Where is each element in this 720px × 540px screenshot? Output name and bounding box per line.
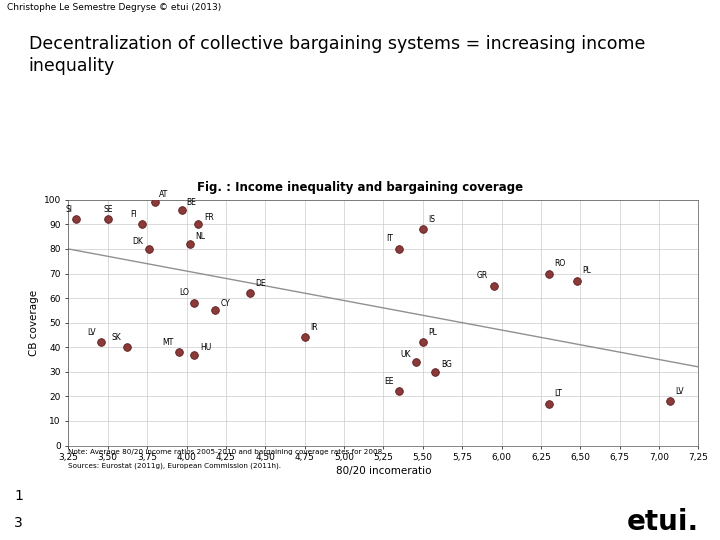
Text: IT: IT xyxy=(387,234,394,244)
Text: NL: NL xyxy=(195,232,205,241)
Text: DE: DE xyxy=(255,279,266,288)
Text: Decentralization of collective bargaining systems = increasing income
inequality: Decentralization of collective bargainin… xyxy=(29,35,645,75)
Text: Note: Average 80/20 income ratios 2005-2010 and bargaining coverage rates for 20: Note: Average 80/20 income ratios 2005-2… xyxy=(68,449,385,455)
Text: LO: LO xyxy=(179,288,189,298)
Text: PL: PL xyxy=(582,266,592,275)
Text: BE: BE xyxy=(186,198,196,207)
Text: IR: IR xyxy=(310,323,318,332)
Text: GR: GR xyxy=(477,271,488,280)
Text: UK: UK xyxy=(400,350,411,359)
Text: BG: BG xyxy=(441,360,452,369)
Text: 3: 3 xyxy=(14,516,23,530)
Text: Sources: Eurostat (2011g), European Commission (2011h).: Sources: Eurostat (2011g), European Comm… xyxy=(68,463,282,469)
Text: HU: HU xyxy=(200,343,211,352)
Text: LT: LT xyxy=(554,389,562,398)
Text: EE: EE xyxy=(384,377,394,386)
Text: RO: RO xyxy=(554,259,566,268)
Text: SI: SI xyxy=(65,205,72,214)
Text: MT: MT xyxy=(162,338,173,347)
Text: PL: PL xyxy=(428,328,437,337)
Text: CY: CY xyxy=(220,299,230,308)
Text: LV: LV xyxy=(675,387,684,396)
Text: SK: SK xyxy=(112,333,121,342)
X-axis label: 80/20 incomeratio: 80/20 incomeratio xyxy=(336,467,431,476)
Text: Fig. : Income inequality and bargaining coverage: Fig. : Income inequality and bargaining … xyxy=(197,181,523,194)
Text: LV: LV xyxy=(87,328,96,337)
Text: IS: IS xyxy=(428,215,436,224)
Text: Christophe Le Semestre Degryse © etui (2013): Christophe Le Semestre Degryse © etui (2… xyxy=(7,3,222,12)
Text: FI: FI xyxy=(130,210,137,219)
Text: DK: DK xyxy=(132,237,143,246)
Text: FR: FR xyxy=(204,213,215,221)
Text: 1: 1 xyxy=(14,489,23,503)
Text: SE: SE xyxy=(103,205,112,214)
Text: etui.: etui. xyxy=(626,508,698,536)
Text: AT: AT xyxy=(159,191,168,199)
Y-axis label: CB coverage: CB coverage xyxy=(30,289,40,356)
